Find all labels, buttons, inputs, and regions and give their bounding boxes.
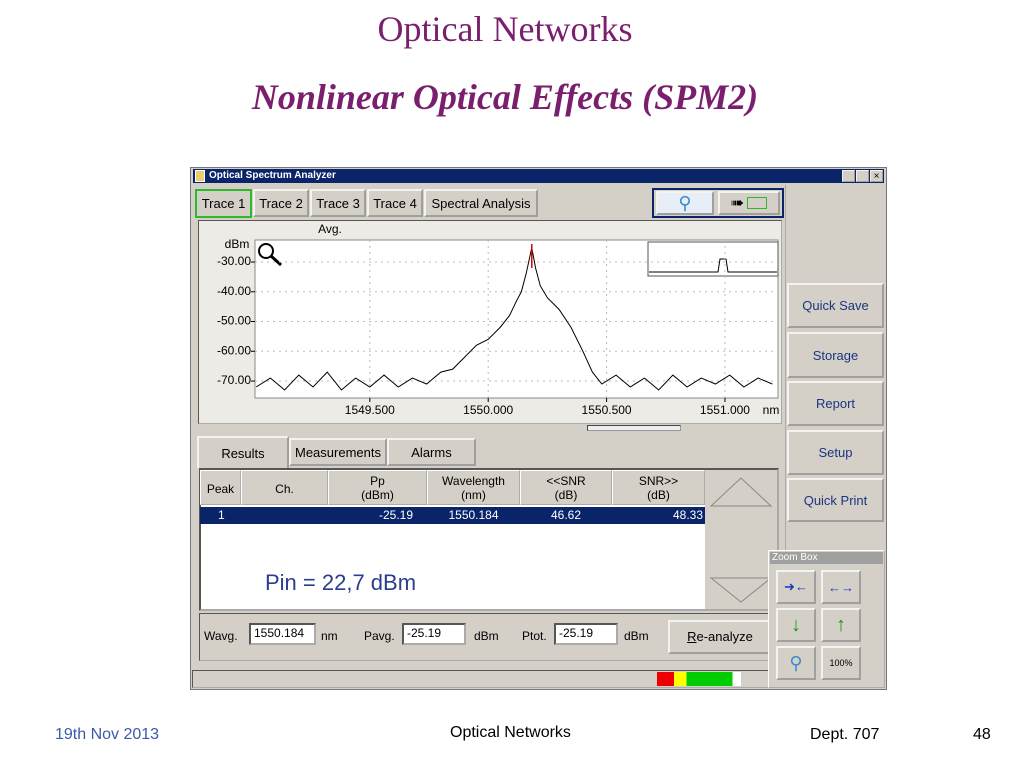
side-button[interactable]: Storage [787,332,884,378]
slide-subtitle: Nonlinear Optical Effects (SPM2) [251,77,759,117]
field-value: -25.19 [402,623,466,645]
zoom-button[interactable]: 100% [821,646,861,680]
zoom-button[interactable]: ↑ [821,608,861,642]
arrow-icon: ➠ [730,195,745,212]
y-tick-label: -60.00 [217,343,251,357]
scroll-slider[interactable] [587,425,681,431]
x-tick-label: 1549.500 [345,403,395,417]
header-line: Pp [370,474,385,488]
app-icon [195,170,205,182]
pp-cell: -25.19 [378,508,413,522]
tab[interactable]: Trace 3 [310,189,366,217]
zoom-button[interactable]: ↓ [776,608,816,642]
scroll-down[interactable] [709,577,773,603]
magnifier-icon: ⚲ [678,192,692,213]
peak-cell: 1 [218,508,225,522]
snr-left-cell: 46.62 [550,508,581,522]
table-header: Wavelength (nm) [427,470,520,505]
close-button[interactable]: × [870,170,883,182]
y-tick-label: -40.00 [217,284,251,298]
magnifier-handle [269,254,283,267]
zoom-icon-button[interactable]: ⚲ [656,191,714,215]
field-value: -25.19 [554,623,618,645]
footer-page: 48 [973,726,991,743]
tab[interactable]: Trace 1 [195,189,252,218]
header-line: Ch. [275,482,294,496]
scroll-arrows [709,477,773,603]
result-tab[interactable]: Results [197,436,289,468]
title-bar [193,169,884,183]
annotation: Pin = 22,7 dBm [265,570,417,595]
field-value: 1550.184 [249,623,316,645]
box-icon [747,197,768,209]
header-line: (dB) [647,488,670,502]
y-tick-label: -70.00 [217,373,251,387]
table-header: Ch. [241,470,328,505]
table-header: SNR>> (dB) [612,470,705,505]
table-header: <<SNR (dB) [520,470,612,505]
export-icon-button[interactable]: ➠ [718,191,780,215]
zoom-button[interactable]: ←→ [821,570,861,604]
field-label: Ptot. [522,629,547,643]
zoom-title-bar [770,552,883,564]
y-tick-label: -30.00 [217,254,251,268]
snr-right-cell: 48.33 [672,508,703,522]
spectrum-trace [255,247,773,391]
header-line: SNR>> [638,474,679,488]
overview-inset [647,241,779,277]
level-indicator [657,672,741,686]
footer-center: Optical Networks [450,724,571,741]
side-button[interactable]: Quick Save [787,283,884,328]
zoom-title: Zoom Box [772,552,818,563]
overview-trace [649,258,777,273]
scroll-column [705,470,777,609]
header-line: (nm) [461,488,486,502]
result-tab[interactable]: Alarms [387,438,476,466]
magnifier-icon [258,243,274,259]
header-line: (dBm) [361,488,394,502]
slide-title: Optical Networks [377,9,633,49]
maximize-button[interactable] [856,170,869,182]
footer-dept: Dept. 707 [810,726,880,743]
table-header: Peak [200,470,241,505]
field-unit: dBm [474,629,499,643]
header-line: Peak [206,482,235,496]
x-tick-label: 1551.000 [700,403,750,417]
wavelength-cell: 1550.184 [448,508,499,522]
zoom-button[interactable]: ⚲ [776,646,816,680]
zoom-button[interactable]: ➜← [776,570,816,604]
x-tick-label: 1550.500 [582,403,632,417]
window-title: Optical Spectrum Analyzer [209,170,336,181]
side-button[interactable]: Setup [787,430,884,475]
field-unit: nm [321,629,338,643]
y-tick-label: -50.00 [217,314,251,328]
tab[interactable]: Trace 2 [253,189,309,217]
selected-row [200,507,705,524]
footer-date: 19th Nov 2013 [55,726,160,743]
x-tick-label: 1550.000 [463,403,513,417]
side-button[interactable]: Report [787,381,884,426]
trace-label: Avg. [318,222,342,236]
field-label: Wavg. [204,629,238,643]
header-line: <<SNR [546,474,586,488]
field-label: Pavg. [364,629,395,643]
table-header: Pp (dBm) [328,470,427,505]
tab[interactable]: Spectral Analysis [424,189,538,217]
scroll-up[interactable] [709,477,773,507]
tab[interactable]: Trace 4 [367,189,423,217]
side-button[interactable]: Quick Print [787,478,884,522]
header-line: Wavelength [442,474,505,488]
result-tab[interactable]: Measurements [289,438,387,466]
minimize-button[interactable] [842,170,855,182]
header-line: (dB) [554,488,578,502]
x-unit: nm [763,403,780,417]
y-unit: dBm [225,237,250,251]
field-unit: dBm [624,629,649,643]
